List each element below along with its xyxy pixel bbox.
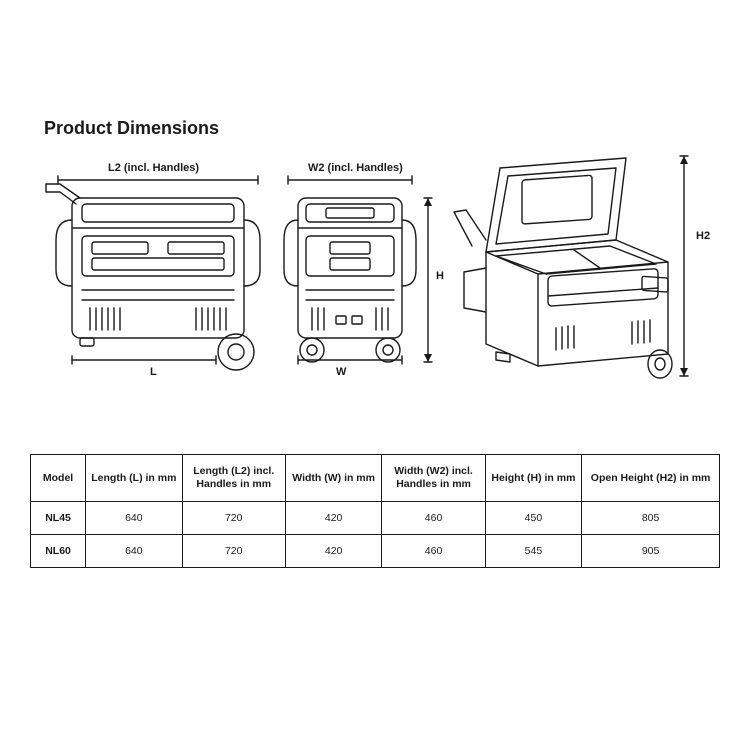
- table-row: NL45 640 720 420 460 450 805: [31, 502, 720, 535]
- col-width2: Width (W2) incl. Handles in mm: [382, 455, 485, 502]
- table-row: NL60 640 720 420 460 545 905: [31, 535, 720, 568]
- col-model: Model: [31, 455, 86, 502]
- cell-model: NL60: [31, 535, 86, 568]
- diagram-svg: [30, 140, 720, 430]
- col-height: Height (H) in mm: [485, 455, 581, 502]
- col-open-height: Open Height (H2) in mm: [582, 455, 720, 502]
- dimensions-table: Model Length (L) in mm Length (L2) incl.…: [30, 454, 720, 568]
- table-header-row: Model Length (L) in mm Length (L2) incl.…: [31, 455, 720, 502]
- cell: 640: [86, 535, 182, 568]
- label-w2: W2 (incl. Handles): [308, 162, 403, 174]
- cell: 640: [86, 502, 182, 535]
- page-title: Product Dimensions: [44, 118, 219, 139]
- cell: 720: [182, 502, 285, 535]
- cell: 460: [382, 535, 485, 568]
- dimension-diagram: L2 (incl. Handles) W2 (incl. Handles) L …: [30, 140, 720, 430]
- cell: 720: [182, 535, 285, 568]
- label-l2: L2 (incl. Handles): [108, 162, 199, 174]
- cell: 805: [582, 502, 720, 535]
- col-length: Length (L) in mm: [86, 455, 182, 502]
- cell-model: NL45: [31, 502, 86, 535]
- cell: 420: [285, 535, 381, 568]
- label-w: W: [336, 366, 346, 378]
- label-l: L: [150, 366, 157, 378]
- cell: 450: [485, 502, 581, 535]
- cell: 545: [485, 535, 581, 568]
- cell: 420: [285, 502, 381, 535]
- label-h: H: [436, 270, 444, 282]
- col-length2: Length (L2) incl. Handles in mm: [182, 455, 285, 502]
- cell: 460: [382, 502, 485, 535]
- col-width: Width (W) in mm: [285, 455, 381, 502]
- cell: 905: [582, 535, 720, 568]
- label-h2: H2: [696, 230, 710, 242]
